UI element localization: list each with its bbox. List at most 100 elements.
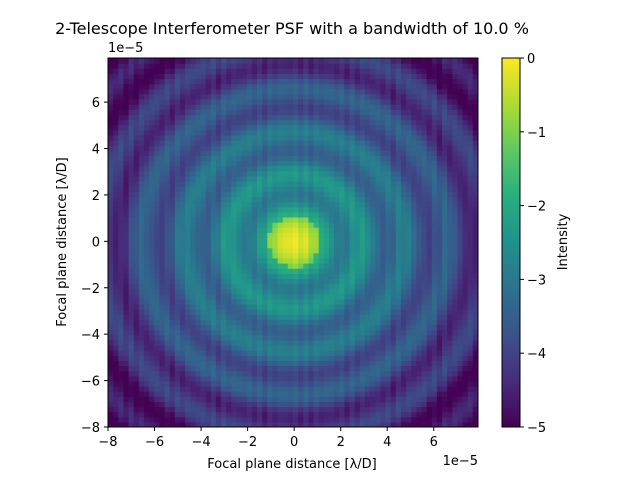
heatmap-cell: [128, 68, 135, 74]
heatmap-cell: [262, 283, 268, 290]
heatmap-cell: [179, 257, 186, 264]
heatmap-cell: [200, 68, 207, 74]
heatmap-cell: [190, 319, 196, 326]
heatmap-cell: [303, 298, 310, 305]
heatmap-cell: [133, 339, 140, 346]
heatmap-cell: [138, 88, 145, 95]
heatmap-cell: [467, 155, 474, 162]
heatmap-cell: [457, 339, 464, 346]
heatmap-cell: [149, 129, 155, 136]
heatmap-cell: [282, 263, 289, 269]
heatmap-cell: [436, 216, 443, 223]
heatmap-cell: [287, 186, 294, 192]
heatmap-cell: [400, 339, 407, 346]
heatmap-cell: [195, 257, 202, 264]
heatmap-cell: [323, 88, 330, 95]
heatmap-cell: [195, 247, 202, 254]
heatmap-cell: [200, 175, 207, 182]
heatmap-cell: [400, 242, 407, 249]
heatmap-cell: [431, 411, 438, 418]
heatmap-cell: [123, 324, 130, 331]
heatmap-cell: [385, 421, 392, 427]
heatmap-cell: [431, 370, 438, 377]
heatmap-cell: [339, 365, 345, 372]
heatmap-cell: [298, 273, 304, 279]
heatmap-cell: [452, 99, 459, 105]
heatmap-cell: [375, 263, 381, 269]
heatmap-cell: [272, 339, 279, 346]
heatmap-cell: [262, 134, 268, 141]
heatmap-cell: [308, 339, 315, 346]
heatmap-cell: [236, 360, 243, 367]
heatmap-cell: [195, 421, 202, 427]
heatmap-cell: [257, 73, 263, 80]
heatmap-cell: [303, 104, 310, 110]
heatmap-cell: [375, 273, 381, 279]
heatmap-cell: [416, 196, 423, 203]
heatmap-cell: [149, 181, 155, 187]
heatmap-cell: [395, 196, 402, 203]
heatmap-cell: [349, 324, 356, 331]
heatmap-cell: [436, 416, 443, 423]
heatmap-cell: [159, 401, 166, 408]
heatmap-cell: [149, 339, 155, 346]
heatmap-cell: [436, 360, 443, 367]
heatmap-cell: [231, 93, 238, 100]
heatmap-cell: [462, 252, 469, 259]
heatmap-cell: [431, 114, 438, 121]
heatmap-cell: [251, 109, 258, 115]
heatmap-cell: [138, 140, 145, 146]
heatmap-cell: [123, 304, 130, 310]
heatmap-cell: [457, 134, 464, 141]
heatmap-cell: [215, 355, 222, 361]
heatmap-cell: [293, 140, 299, 146]
heatmap-cell: [282, 319, 289, 326]
heatmap-cell: [128, 78, 135, 85]
heatmap-cell: [272, 345, 279, 351]
heatmap-cell: [159, 268, 166, 274]
heatmap-cell: [133, 114, 140, 121]
heatmap-cell: [457, 288, 464, 295]
heatmap-cell: [190, 360, 196, 367]
heatmap-cell: [364, 283, 371, 290]
heatmap-cell: [334, 129, 340, 136]
heatmap-cell: [108, 252, 114, 259]
heatmap-cell: [395, 160, 402, 167]
heatmap-cell: [190, 211, 196, 218]
heatmap-cell: [293, 309, 299, 315]
heatmap-cell: [118, 329, 125, 336]
heatmap-cell: [293, 391, 299, 397]
heatmap-cell: [267, 268, 274, 274]
heatmap-cell: [133, 160, 140, 167]
heatmap-cell: [293, 196, 299, 203]
heatmap-cell: [313, 365, 320, 372]
heatmap-cell: [138, 104, 145, 110]
heatmap-cell: [370, 288, 376, 295]
heatmap-cell: [241, 78, 248, 85]
heatmap-cell: [318, 104, 325, 110]
heatmap-cell: [370, 129, 376, 136]
heatmap-cell: [210, 109, 217, 115]
heatmap-cell: [380, 129, 387, 136]
heatmap-cell: [442, 252, 448, 259]
heatmap-cell: [143, 416, 150, 423]
heatmap-cell: [303, 145, 310, 151]
heatmap-cell: [113, 155, 119, 162]
heatmap-cell: [241, 252, 248, 259]
heatmap-cell: [375, 78, 381, 85]
heatmap-cell: [210, 386, 217, 392]
heatmap-cell: [272, 160, 279, 167]
heatmap-cell: [123, 263, 130, 269]
heatmap-cell: [179, 83, 186, 90]
heatmap-cell: [436, 109, 443, 115]
heatmap-cell: [174, 78, 181, 85]
heatmap-cell: [344, 196, 351, 203]
heatmap-cell: [442, 140, 448, 146]
heatmap-cell: [226, 263, 232, 269]
heatmap-cell: [257, 134, 263, 141]
heatmap-cell: [431, 88, 438, 95]
heatmap-cell: [344, 421, 351, 427]
heatmap-cell: [411, 104, 417, 110]
heatmap-cell: [277, 201, 284, 208]
heatmap-cell: [272, 104, 279, 110]
